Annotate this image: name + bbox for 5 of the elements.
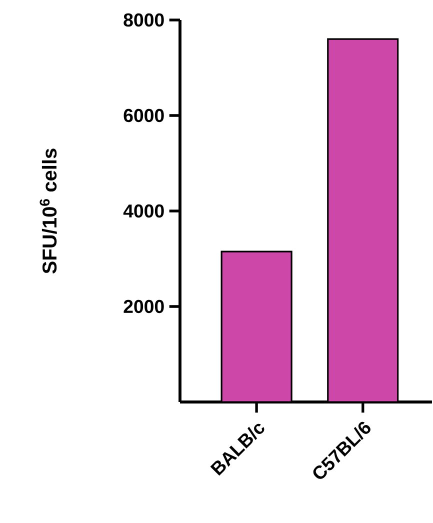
- y-tick-label: 2000: [124, 300, 164, 314]
- y-tick-label: 4000: [123, 204, 164, 218]
- y-axis-title: SFU/10$^{6}$ cells: [39, 148, 57, 274]
- y-tick-label: 6000: [124, 108, 164, 122]
- y-tick-label: 8000: [123, 13, 164, 27]
